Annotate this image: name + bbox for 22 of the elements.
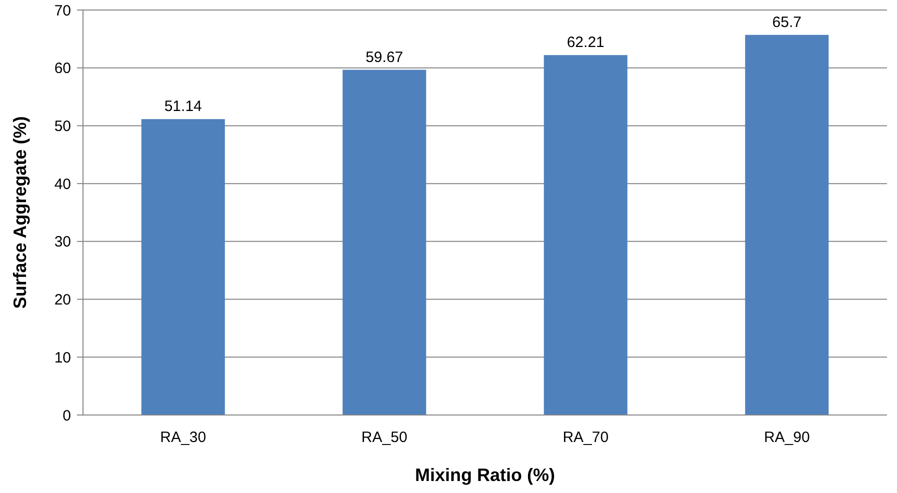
y-tick-label: 40 xyxy=(54,176,71,193)
data-label: 65.7 xyxy=(772,14,802,31)
y-tick-label: 60 xyxy=(54,60,71,78)
bar xyxy=(141,119,225,415)
data-label: 59.67 xyxy=(366,48,404,66)
bar xyxy=(544,55,628,415)
y-tick-label: 50 xyxy=(54,118,71,135)
y-tick-label: 10 xyxy=(54,349,71,366)
bar xyxy=(745,34,829,415)
x-tick-label: RA_90 xyxy=(764,429,810,446)
x-tick-label: RA_70 xyxy=(562,429,609,446)
data-label: 51.14 xyxy=(164,98,202,116)
data-label: 62.21 xyxy=(566,34,604,52)
y-tick-label: 20 xyxy=(54,292,71,309)
x-axis-title: Mixing Ratio (%) xyxy=(415,465,555,485)
x-tick-label: RA_50 xyxy=(361,429,408,446)
y-axis-title: Surface Aggregate (%) xyxy=(10,116,30,309)
bar xyxy=(342,70,426,415)
x-tick-label: RA_30 xyxy=(160,429,206,446)
y-tick-label: 70 xyxy=(54,2,71,20)
y-tick-label: 0 xyxy=(62,407,71,424)
y-tick-label: 30 xyxy=(54,234,71,251)
